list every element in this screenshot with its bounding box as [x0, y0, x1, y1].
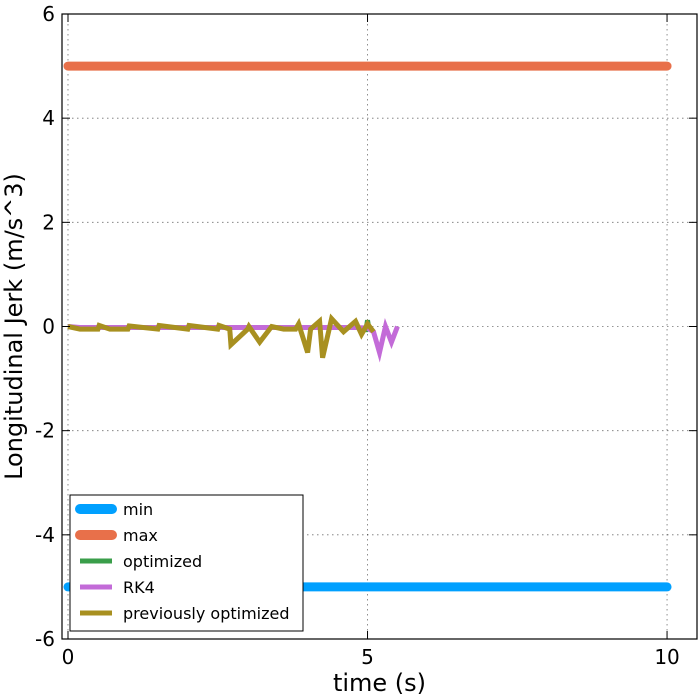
series-line-previously-optimized: [67, 313, 376, 359]
y-tick-label: 2: [42, 210, 55, 234]
x-tick-label: 10: [654, 645, 679, 669]
y-tick-label: -4: [35, 523, 55, 547]
x-tick-label: 0: [62, 645, 75, 669]
y-tick-label: 6: [42, 2, 55, 26]
y-tick-label: 4: [42, 106, 55, 130]
x-axis-title: time (s): [333, 669, 426, 697]
y-axis-title: Longitudinal Jerk (m/s^3): [0, 173, 28, 480]
legend-label: min: [123, 500, 153, 519]
legend-label: RK4: [123, 578, 155, 597]
x-tick-label: 5: [361, 645, 374, 669]
legend-label: optimized: [123, 552, 202, 571]
legend-label: previously optimized: [123, 604, 290, 623]
legend-label: max: [123, 526, 158, 545]
axis-ticks: 0 5 10 -6 -4 -2 0 2 4 6: [35, 2, 697, 669]
y-tick-label: -2: [35, 419, 55, 443]
y-tick-label: 0: [42, 315, 55, 339]
y-tick-label: -6: [35, 627, 55, 651]
legend: min max optimized RK4 previously optimized: [69, 494, 304, 632]
